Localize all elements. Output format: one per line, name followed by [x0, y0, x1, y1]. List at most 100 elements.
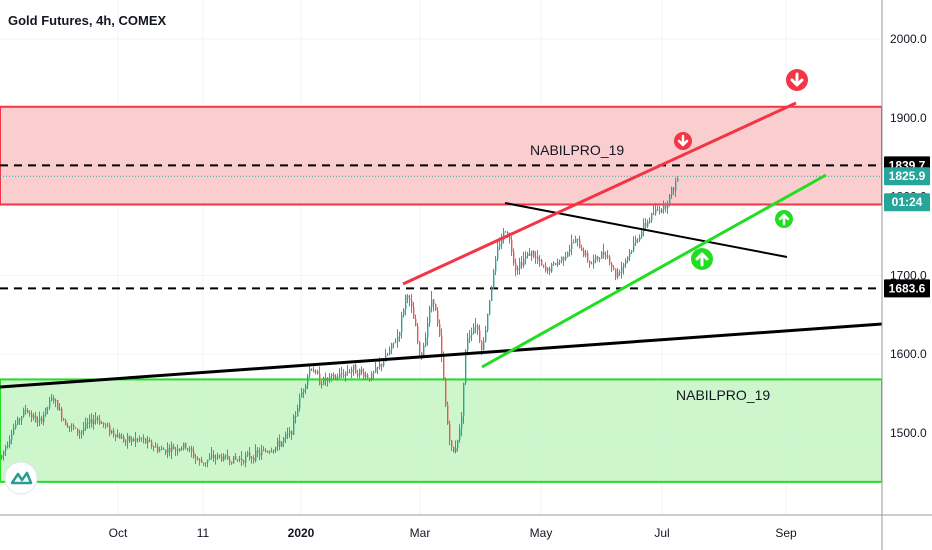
candle-body: [411, 300, 413, 307]
candle-body: [565, 256, 567, 260]
trendline-red[interactable]: [402, 101, 797, 286]
candle-body: [355, 364, 357, 374]
candle-body: [223, 455, 225, 461]
arrow-down-icon[interactable]: [674, 132, 692, 150]
candle-body: [33, 415, 35, 418]
trendline-short-black[interactable]: [504, 202, 788, 258]
candle-body: [607, 256, 609, 258]
candle-body: [119, 434, 121, 439]
candle-body: [667, 204, 669, 209]
candle-body: [373, 372, 375, 374]
candle-body: [389, 349, 391, 355]
candle-body: [317, 371, 319, 374]
candle-body: [367, 374, 369, 378]
candle-body: [297, 408, 299, 417]
candle-body: [111, 430, 113, 433]
candle-body: [653, 213, 655, 215]
candle-body: [497, 246, 499, 259]
candle-body: [369, 377, 371, 381]
candle-body: [549, 268, 551, 272]
candle-body: [435, 303, 437, 311]
candle-body: [179, 448, 181, 451]
trendline-long-black[interactable]: [0, 322, 883, 389]
chart-title: Gold Futures, 4h, COMEX: [8, 13, 167, 28]
candle-body: [53, 397, 55, 402]
candle-body: [219, 455, 221, 457]
candle-body: [165, 449, 167, 454]
candle-body: [267, 451, 269, 453]
svg-text:1825.9: 1825.9: [889, 169, 926, 183]
candle-body: [527, 253, 529, 256]
trendline-green[interactable]: [481, 173, 827, 369]
candle-body: [207, 459, 209, 463]
candle-body: [281, 441, 283, 447]
candle-body: [115, 434, 117, 438]
price-tag: 01:24: [884, 193, 930, 212]
candle-body: [483, 341, 485, 351]
candle-body: [523, 258, 525, 266]
candle-body: [671, 187, 673, 195]
candle-body: [677, 178, 679, 182]
support-zone[interactable]: [0, 378, 883, 483]
candle-body: [175, 449, 177, 451]
candle-body: [349, 372, 351, 374]
price-tag: 1683.6: [884, 279, 930, 298]
candle-body: [131, 439, 133, 442]
candle-body: [27, 410, 29, 414]
candle-body: [117, 434, 119, 438]
candle-body: [463, 382, 465, 417]
y-tick-label: 1500.0: [890, 426, 927, 440]
candle-body: [213, 455, 215, 459]
candle-body: [409, 298, 411, 301]
candle-body: [563, 256, 565, 260]
candle-body: [465, 350, 467, 383]
candles: [1, 176, 679, 468]
time-axis-ticks[interactable]: Oct 11 2020 Mar May Jul Sep: [109, 526, 797, 540]
candle-body: [209, 457, 211, 460]
candle-body: [639, 236, 641, 241]
candle-body: [273, 449, 275, 452]
candle-body: [347, 371, 349, 373]
candle-body: [585, 253, 587, 256]
annotation-label[interactable]: NABILPRO_19: [676, 387, 770, 403]
candle-body: [39, 417, 41, 421]
candle-body: [211, 455, 213, 458]
candle-body: [431, 299, 433, 308]
arrow-up-icon[interactable]: [691, 248, 713, 270]
candle-body: [327, 377, 329, 381]
candle-body: [449, 424, 451, 441]
candle-body: [67, 425, 69, 428]
candle-body: [543, 265, 545, 267]
candle-body: [481, 341, 483, 351]
candle-body: [675, 181, 677, 191]
arrow-down-icon[interactable]: [786, 69, 808, 91]
candle-body: [493, 271, 495, 287]
candle-body: [57, 400, 59, 411]
candle-body: [399, 332, 401, 337]
candle-body: [43, 414, 45, 422]
candle-body: [231, 461, 233, 464]
candle-body: [7, 444, 9, 447]
candle-body: [139, 438, 141, 440]
candle-body: [377, 367, 379, 369]
candle-body: [623, 264, 625, 267]
x-tick-label: Oct: [109, 526, 128, 540]
tradingview-logo-icon[interactable]: [4, 461, 38, 495]
arrow-up-icon[interactable]: [775, 210, 793, 228]
candle-body: [125, 440, 127, 442]
price-axis[interactable]: [882, 0, 932, 550]
candle-body: [535, 256, 537, 258]
resistance-zone[interactable]: [0, 105, 883, 206]
candle-body: [381, 364, 383, 366]
candle-body: [345, 371, 347, 377]
candle-body: [135, 438, 137, 441]
candle-body: [237, 459, 239, 461]
y-tick-label: 1900.0: [890, 111, 927, 125]
annotation-label[interactable]: NABILPRO_19: [530, 142, 624, 158]
candle-body: [97, 417, 99, 420]
candle-body: [395, 341, 397, 343]
candle-body: [333, 374, 335, 379]
candle-body: [647, 221, 649, 227]
candle-body: [471, 333, 473, 336]
